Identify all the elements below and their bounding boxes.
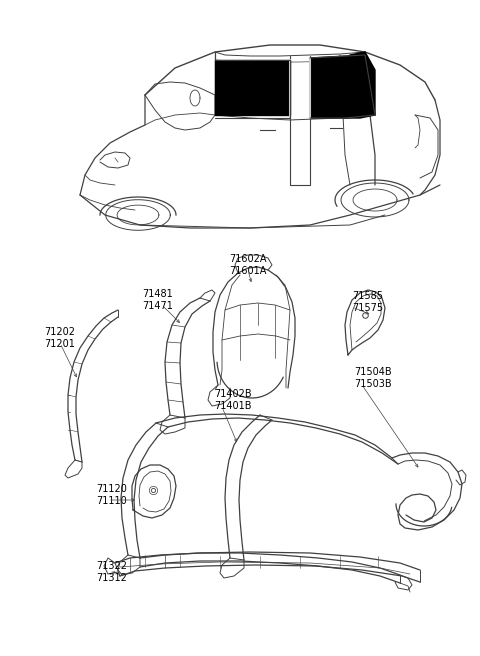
Text: 71504B
71503B: 71504B 71503B bbox=[354, 367, 392, 389]
Text: 71120
71110: 71120 71110 bbox=[96, 484, 127, 506]
Text: 71481
71471: 71481 71471 bbox=[143, 289, 173, 311]
Text: 71202
71201: 71202 71201 bbox=[44, 327, 75, 349]
Text: 71602A
71601A: 71602A 71601A bbox=[229, 254, 267, 276]
Text: 71322
71312: 71322 71312 bbox=[96, 561, 127, 583]
Polygon shape bbox=[215, 60, 290, 115]
Text: 71585
71575: 71585 71575 bbox=[352, 291, 383, 313]
Text: 71402B
71401B: 71402B 71401B bbox=[214, 389, 252, 411]
Polygon shape bbox=[310, 55, 375, 118]
Polygon shape bbox=[345, 52, 375, 118]
